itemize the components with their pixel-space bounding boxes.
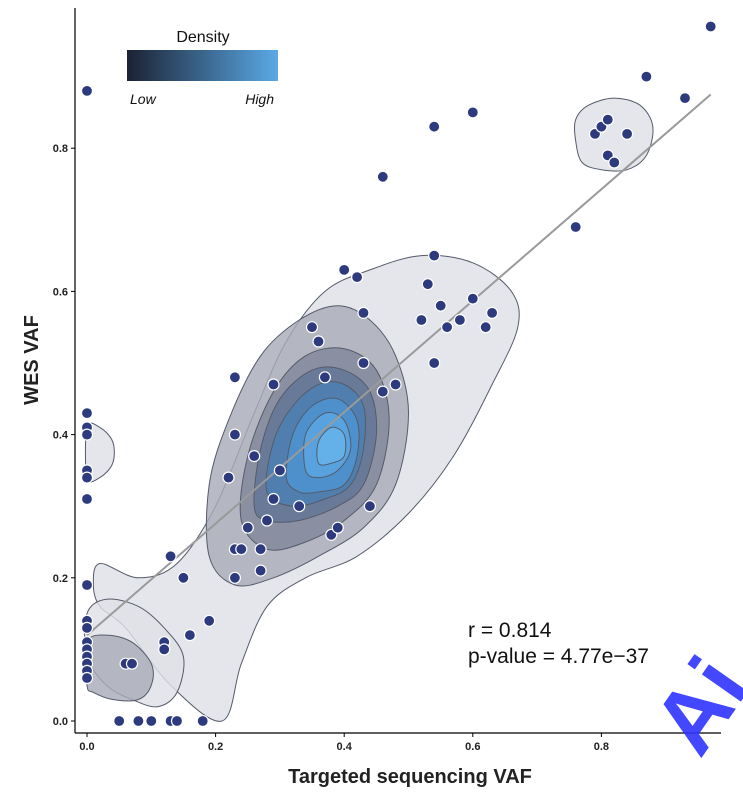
data-point — [132, 714, 145, 728]
data-point — [267, 378, 280, 391]
x-tick-label: 0.0 — [79, 741, 94, 753]
data-point — [351, 271, 364, 284]
data-point — [145, 714, 158, 728]
data-point — [441, 321, 454, 334]
data-point — [678, 91, 692, 105]
regression-line-group — [86, 93, 712, 636]
data-point — [428, 120, 441, 133]
data-point — [376, 170, 389, 183]
data-point — [203, 614, 216, 627]
density-contour-level-8 — [316, 426, 347, 466]
data-point — [305, 321, 319, 334]
data-point — [704, 20, 717, 33]
data-point — [415, 313, 428, 327]
data-point — [312, 335, 325, 348]
watermark-logo: Ai — [634, 640, 743, 771]
data-point — [183, 628, 196, 642]
data-point — [113, 714, 126, 728]
data-point — [80, 578, 94, 592]
data-point — [260, 514, 274, 527]
data-point — [608, 156, 621, 169]
y-tick-label: 0.8 — [53, 143, 68, 155]
x-tick-label: 0.4 — [337, 741, 353, 753]
data-point — [80, 407, 94, 420]
y-axis-title: WES VAF — [21, 315, 43, 405]
data-point — [428, 249, 441, 262]
data-point — [421, 278, 434, 291]
data-point — [228, 371, 241, 384]
data-point — [241, 521, 254, 534]
x-tick-label: 0.8 — [594, 741, 609, 753]
legend-low-label: Low — [130, 91, 157, 107]
y-tick-label: 0.6 — [53, 286, 68, 298]
data-point — [125, 657, 139, 670]
data-point — [222, 471, 235, 484]
data-point — [196, 714, 209, 728]
legend-gradient-bar — [127, 50, 278, 81]
y-tick-label: 0.0 — [53, 716, 68, 728]
data-point — [620, 127, 634, 140]
data-point — [158, 643, 171, 656]
data-point — [273, 464, 286, 477]
data-point — [434, 299, 447, 312]
data-point — [479, 321, 492, 334]
data-point — [80, 621, 94, 635]
density-contour-level-2 — [84, 634, 154, 702]
data-point — [601, 113, 614, 126]
data-point — [254, 543, 267, 556]
data-point — [164, 550, 177, 563]
data-points — [80, 20, 717, 728]
density-legend: Density Low High — [127, 29, 278, 107]
data-point — [80, 471, 94, 484]
data-point — [466, 292, 479, 305]
tick-labels: 0.0 0.2 0.4 0.6 0.8 0.0 0.2 0.4 0.6 0.8 — [53, 143, 609, 753]
data-point — [318, 371, 331, 384]
data-point — [466, 106, 479, 119]
x-tick-label: 0.2 — [208, 741, 223, 753]
data-point — [569, 220, 582, 234]
x-axis-title: Targeted sequencing VAF — [288, 766, 532, 788]
data-point — [228, 571, 241, 584]
data-point — [267, 492, 280, 506]
density-contours — [84, 97, 654, 722]
data-point — [80, 84, 94, 98]
data-point — [80, 428, 94, 441]
data-point — [376, 385, 389, 398]
x-tick-label: 0.6 — [465, 741, 480, 753]
density-contour-level-1 — [573, 97, 654, 172]
data-point — [293, 500, 306, 513]
data-point — [228, 428, 241, 441]
data-point — [338, 263, 351, 276]
p-value-annotation: p-value = 4.77e−37 — [468, 645, 649, 668]
data-point — [254, 564, 267, 577]
y-tick-label: 0.2 — [53, 573, 68, 585]
data-point — [357, 356, 370, 370]
data-point — [453, 313, 466, 327]
legend-title: Density — [176, 29, 229, 46]
data-point — [80, 492, 94, 506]
data-point — [357, 306, 370, 319]
y-tick-label: 0.4 — [53, 430, 69, 442]
data-point — [389, 378, 402, 391]
axes — [71, 8, 721, 737]
correlation-annotation: r = 0.814 — [468, 619, 552, 642]
data-point — [170, 714, 184, 728]
data-point — [177, 571, 190, 584]
data-point — [640, 70, 653, 83]
data-point — [80, 671, 94, 685]
data-point — [235, 543, 248, 556]
regression-line — [86, 93, 712, 636]
data-point — [248, 450, 261, 463]
data-point — [363, 500, 376, 513]
data-point — [331, 521, 344, 534]
data-point — [486, 306, 499, 319]
data-point — [428, 356, 441, 370]
legend-high-label: High — [245, 91, 274, 107]
